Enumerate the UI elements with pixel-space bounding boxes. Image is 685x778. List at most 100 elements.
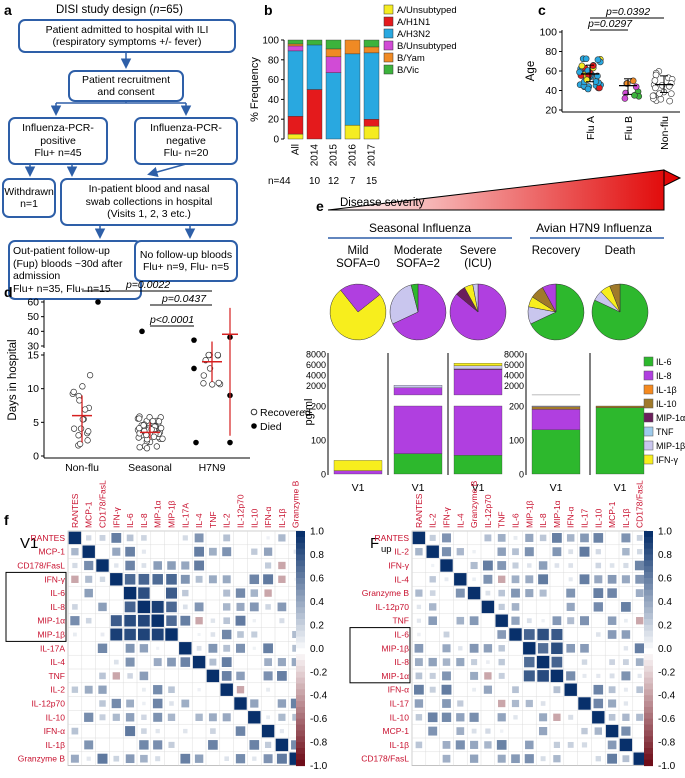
- f-heatmap-cell: [153, 658, 162, 667]
- f-heatmap-cell: [581, 727, 588, 735]
- f-row-label: IL-12p70: [375, 602, 409, 612]
- e-group-label: SOFA=2: [396, 258, 440, 270]
- f-heatmap-cell: [511, 616, 520, 625]
- f-heatmap-cell: [537, 628, 549, 641]
- e-legend-swatch: [643, 440, 654, 451]
- f-heatmap-cell: [511, 575, 520, 584]
- f-heatmap-cell: [292, 713, 300, 721]
- f-heatmap-cell: [623, 646, 629, 651]
- f-colorbar-step: [296, 712, 305, 720]
- f-heatmap-cell: [223, 534, 231, 542]
- f-heatmap-cell: [471, 659, 478, 666]
- f-heatmap-cell: [592, 711, 605, 724]
- e-group-label: Moderate: [394, 245, 443, 257]
- b-y-label: % Frequency: [249, 57, 261, 122]
- f-heatmap-cell: [470, 671, 479, 680]
- f-heatmap-cell: [139, 671, 149, 681]
- b-n-value: 12: [328, 176, 340, 187]
- f-row-label: MCP-1: [39, 547, 66, 557]
- f-heatmap-cell: [279, 618, 285, 624]
- b-x-tick-label: 2015: [329, 144, 340, 167]
- c-y-tick-label: 40: [545, 85, 557, 97]
- e-x-tick-label: V1: [352, 482, 365, 494]
- f-heatmap-cell: [124, 628, 136, 641]
- f-heatmap-cell: [525, 589, 534, 598]
- b-y-tick-label: 20: [268, 115, 280, 126]
- c-point: [631, 92, 638, 99]
- f-col-label: TNF: [497, 511, 507, 528]
- f-heatmap-cell: [412, 531, 426, 545]
- e-legend-swatch: [643, 356, 654, 367]
- d-point-recovered: [214, 351, 221, 359]
- e-x-tick-label: V1: [412, 482, 425, 494]
- b-x-tick-label: All: [291, 144, 302, 155]
- f-heatmap-cell: [496, 740, 507, 750]
- f-row-label: IFN-α: [44, 726, 66, 736]
- b-x-tick-label: 2014: [310, 144, 321, 167]
- f-heatmap-cell: [414, 658, 423, 667]
- d-p-top: p=0.0022: [125, 279, 170, 291]
- f-heatmap-cell: [553, 741, 560, 748]
- f-heatmap-cell: [155, 756, 161, 762]
- d-point-recovered: [143, 445, 151, 452]
- f-heatmap-cell: [142, 701, 146, 706]
- f-heatmap-cell: [263, 574, 274, 585]
- d-point-died: [191, 365, 197, 372]
- f-heatmap-cell: [138, 587, 150, 599]
- f-heatmap-cell: [266, 536, 270, 540]
- f-heatmap-cell: [524, 754, 534, 764]
- d-y-tick-label: 15: [27, 350, 39, 362]
- f-colorbar-step: [296, 636, 305, 643]
- e-bar-segment-high: [393, 385, 443, 388]
- f-colorbar-step: [644, 642, 653, 649]
- e-pie-slice: [389, 284, 419, 325]
- f-col-label: MIP-1β: [524, 500, 534, 528]
- f-colorbar-step: [296, 648, 305, 655]
- d-x-tick-label: H7N9: [199, 462, 226, 474]
- f-heatmap-cell: [194, 533, 204, 543]
- f-heatmap-cell: [582, 673, 587, 678]
- f-heatmap-cell: [429, 534, 436, 541]
- c-point: [624, 80, 631, 87]
- f-row-label: IL-4: [394, 574, 409, 584]
- b-n-value: 7: [350, 176, 356, 187]
- panel-c-letter: c: [538, 2, 546, 18]
- e-y-tick-label: 100: [509, 436, 524, 446]
- f-heatmap-cell: [442, 533, 451, 543]
- f-colorbar-tick: -0.2: [658, 667, 676, 678]
- f-heatmap-cell: [265, 562, 272, 569]
- f-heatmap-cell: [498, 672, 505, 679]
- f-heatmap-cell: [84, 588, 93, 598]
- f-colorbar-step: [644, 554, 653, 561]
- b-legend-swatch: [383, 64, 394, 75]
- e-bar-segment: [531, 405, 581, 407]
- f-heatmap-cell: [538, 574, 549, 585]
- f-heatmap-cell: [427, 712, 438, 723]
- f-heatmap-cell: [125, 560, 135, 571]
- e-group-label: Mild: [347, 245, 368, 257]
- f-heatmap-cell: [637, 673, 642, 679]
- f-heatmap-cell: [251, 548, 258, 555]
- f-heatmap-cell: [525, 575, 534, 584]
- box-withdrawn: Withdrawn n=1: [2, 178, 56, 218]
- f-heatmap-cell: [181, 561, 190, 570]
- f-heatmap-cell: [250, 589, 259, 597]
- f-row-label: TNF: [392, 616, 409, 626]
- f-col-label: IL-4: [194, 513, 204, 528]
- f-heatmap-cell: [621, 575, 630, 584]
- f-heatmap-cell: [415, 589, 423, 597]
- f-heatmap-cell: [540, 701, 546, 706]
- f-colorbar-step: [644, 566, 653, 573]
- f-col-label: IFN-α: [263, 506, 273, 528]
- f-col-label: IL-6: [511, 513, 521, 528]
- f-heatmap-cell: [553, 713, 561, 721]
- b-legend-swatch: [383, 28, 394, 39]
- f-heatmap-cell: [497, 561, 507, 570]
- f-heatmap-cell: [235, 615, 246, 626]
- f-heatmap-cell: [112, 672, 120, 680]
- f-heatmap-cell: [431, 563, 435, 568]
- f-heatmap-cell: [139, 740, 149, 750]
- f-heatmap-cell: [252, 619, 256, 623]
- f-heatmap-cell: [635, 589, 644, 598]
- f-heatmap-cell: [636, 713, 644, 721]
